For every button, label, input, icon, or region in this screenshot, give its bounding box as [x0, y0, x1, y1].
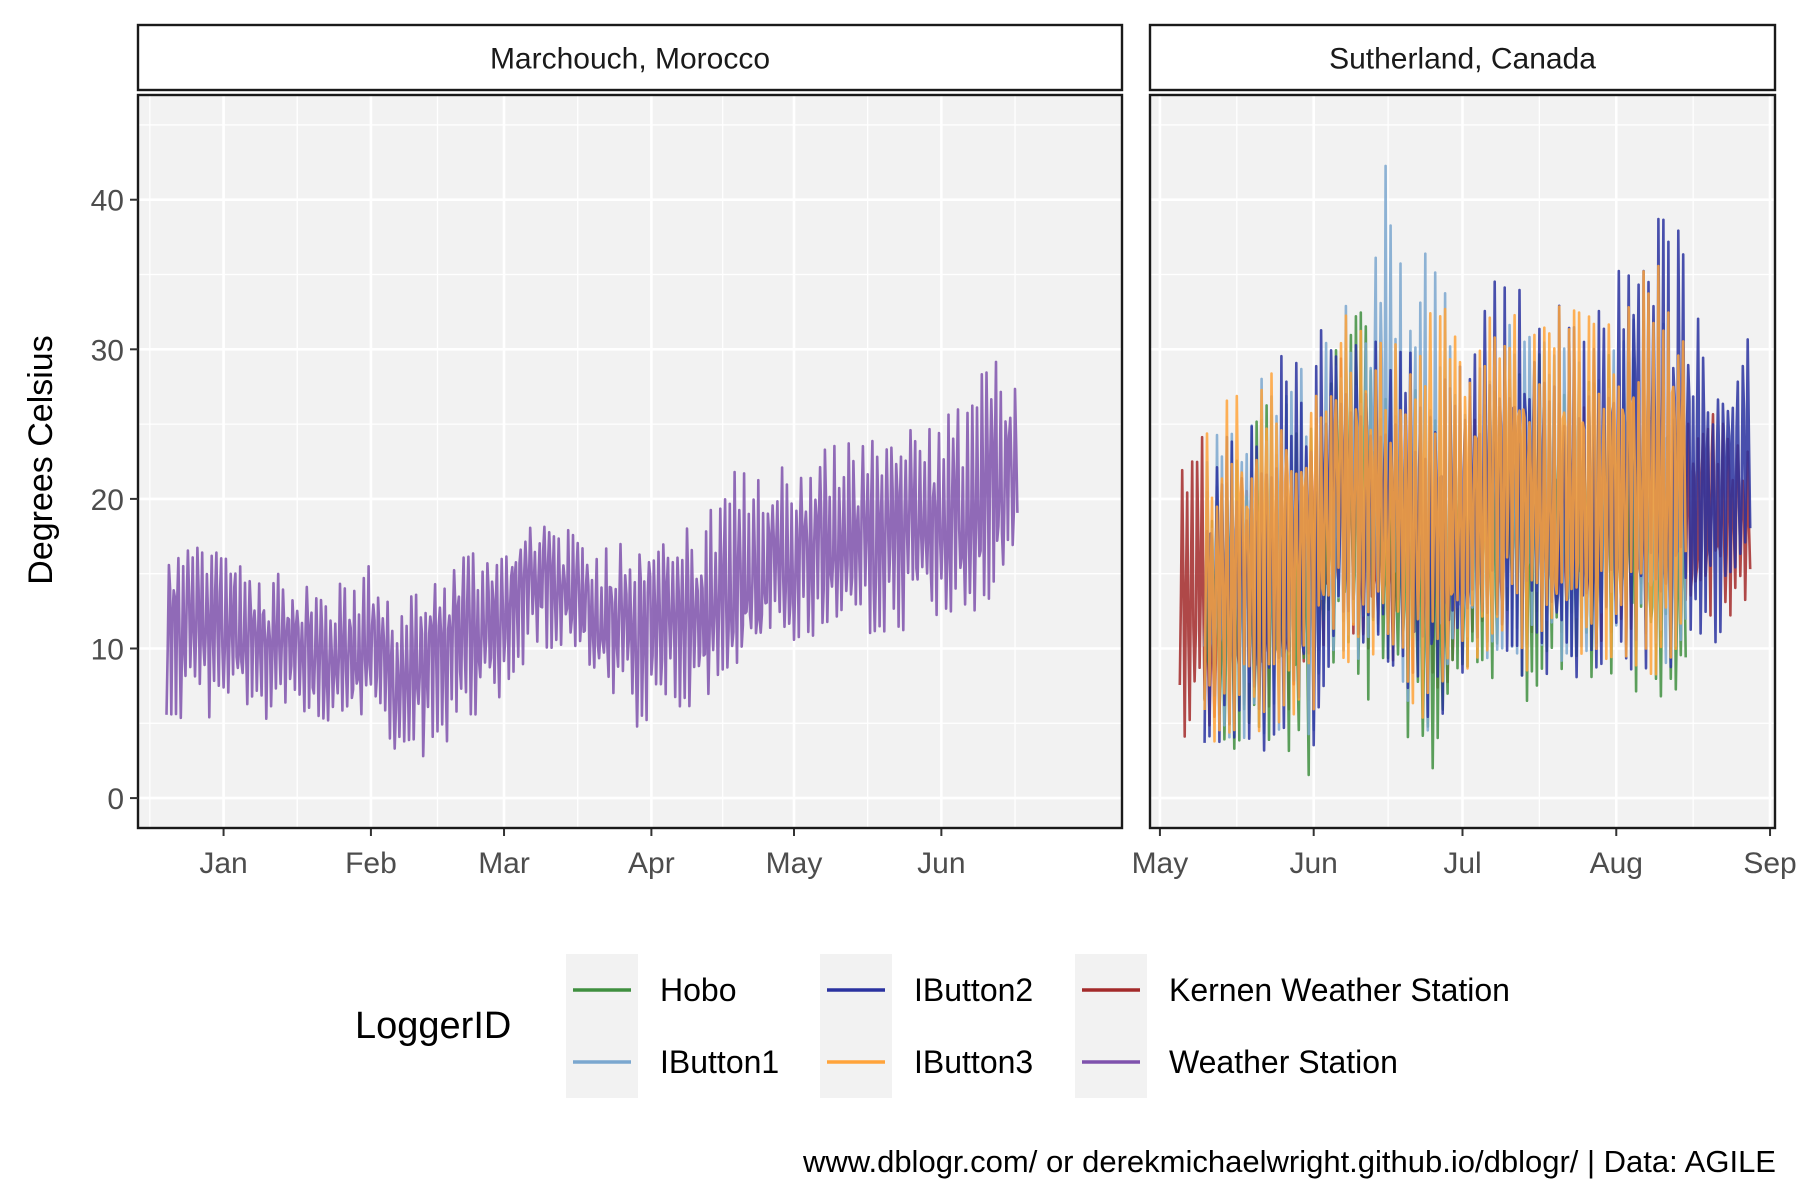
legend-item-ibutton3: IButton3 — [820, 1026, 1033, 1098]
legend-items: Hobo IButton1 IButton2 IButton3 Kernen Weath… — [566, 954, 1510, 1098]
y-tick-label: 30 — [91, 334, 124, 367]
x-tick-label: Jul — [1443, 847, 1481, 880]
legend-label: Hobo — [660, 972, 737, 1008]
legend-item-ibutton1: IButton1 — [566, 1026, 779, 1098]
caption: www.dblogr.com/ or derekmichaelwright.gi… — [802, 1144, 1776, 1179]
panel-border — [1148, 93, 1777, 830]
facet-strip-label: Marchouch, Morocco — [490, 43, 770, 76]
series-line-ibutton3 — [1203, 264, 1687, 743]
y-tick-label: 20 — [91, 484, 124, 517]
legend-item-kernen-weather-station: Kernen Weather Station — [1075, 954, 1510, 1026]
x-tick-label: Feb — [345, 847, 397, 880]
facet-strip — [1148, 23, 1777, 92]
facet-strip-label: Sutherland, Canada — [1329, 43, 1596, 76]
x-tick-label: May — [1132, 847, 1189, 880]
legend-label: Weather Station — [1169, 1044, 1398, 1080]
y-tick-label: 10 — [91, 633, 124, 666]
x-tick-label: Sep — [1743, 847, 1796, 880]
panel-background — [138, 95, 1122, 828]
facet-strip — [136, 23, 1124, 92]
legend-label: IButton3 — [914, 1044, 1033, 1080]
x-tick-label: Apr — [628, 847, 675, 880]
panels: Jan Feb Mar Apr May Jun Marchouch, Morocco 0 10 2… — [91, 23, 1797, 880]
x-tick-label: May — [766, 847, 823, 880]
panel-1: Jan Feb Mar Apr May Jun Marchouch, Morocco — [136, 23, 1124, 880]
x-tick-label: Jun — [917, 847, 965, 880]
legend-title: LoggerID — [355, 1005, 511, 1047]
legend-label: IButton1 — [660, 1044, 779, 1080]
y-tick-label: 40 — [91, 185, 124, 218]
legend-item-ibutton2: IButton2 — [820, 954, 1033, 1026]
legend-label: IButton2 — [914, 972, 1033, 1008]
series-line-weather-station — [165, 360, 1019, 758]
x-tick-label: Jan — [199, 847, 247, 880]
legend-item-hobo: Hobo — [566, 954, 737, 1026]
y-tick-label: 0 — [107, 783, 124, 816]
x-tick-label: Aug — [1590, 847, 1643, 880]
legend-item-weather-station: Weather Station — [1075, 1026, 1398, 1098]
legend-label: Kernen Weather Station — [1169, 972, 1510, 1008]
legend: LoggerID Hobo IButton1 IButton2 IButton3 Ker… — [355, 954, 1510, 1098]
x-tick-label: Jun — [1290, 847, 1338, 880]
x-tick-label: Mar — [478, 847, 530, 880]
y-axis-label: Degrees Celsius — [22, 335, 60, 584]
panel-2: May Jun Jul Aug Sep Sutherland, Canada — [1132, 23, 1797, 880]
panel-border — [136, 93, 1124, 830]
